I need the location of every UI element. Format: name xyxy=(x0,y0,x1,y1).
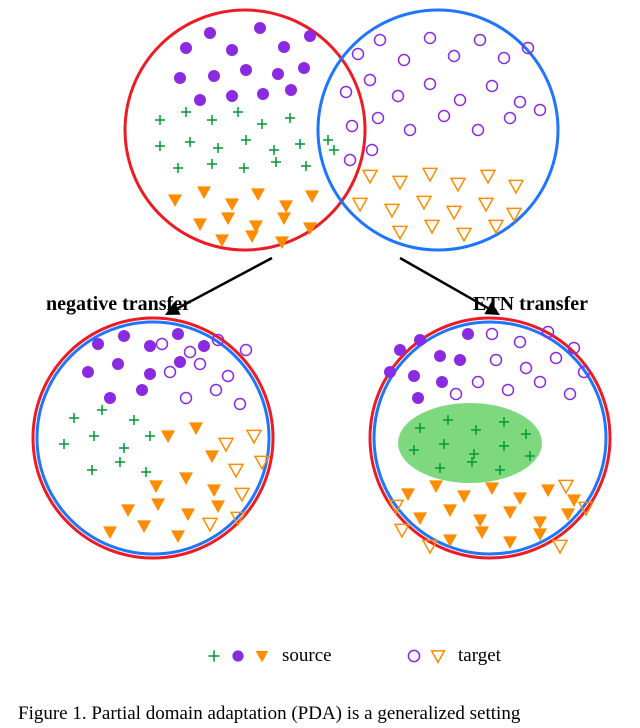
label-negative-transfer: negative transfer xyxy=(46,293,191,316)
label-etn-transfer: ETN transfer xyxy=(473,293,588,316)
legend-target-text: target xyxy=(458,645,501,667)
legend-source-text: source xyxy=(282,645,332,667)
figure-root: negative transfer ETN transfer source ta… xyxy=(0,0,640,728)
figure-svg xyxy=(0,0,640,728)
figure-caption: Figure 1. Partial domain adaptation (PDA… xyxy=(18,703,520,725)
